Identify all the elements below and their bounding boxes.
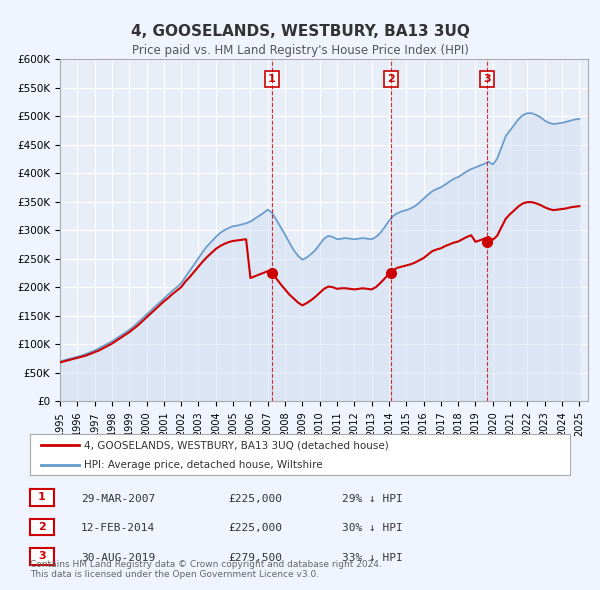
Text: 30% ↓ HPI: 30% ↓ HPI [342,523,403,533]
Text: 29-MAR-2007: 29-MAR-2007 [81,494,155,503]
Text: Contains HM Land Registry data © Crown copyright and database right 2024.
This d: Contains HM Land Registry data © Crown c… [30,560,382,579]
Text: 30-AUG-2019: 30-AUG-2019 [81,553,155,562]
Text: 1: 1 [268,74,276,84]
Text: £279,500: £279,500 [228,553,282,562]
Text: 3: 3 [38,552,46,561]
Text: 12-FEB-2014: 12-FEB-2014 [81,523,155,533]
Text: Price paid vs. HM Land Registry's House Price Index (HPI): Price paid vs. HM Land Registry's House … [131,44,469,57]
Text: 2: 2 [387,74,395,84]
Text: 1: 1 [38,493,46,502]
Text: 4, GOOSELANDS, WESTBURY, BA13 3UQ: 4, GOOSELANDS, WESTBURY, BA13 3UQ [131,24,469,38]
Text: HPI: Average price, detached house, Wiltshire: HPI: Average price, detached house, Wilt… [84,460,323,470]
Text: £225,000: £225,000 [228,494,282,503]
Text: 2: 2 [38,522,46,532]
Text: 29% ↓ HPI: 29% ↓ HPI [342,494,403,503]
Text: 4, GOOSELANDS, WESTBURY, BA13 3UQ (detached house): 4, GOOSELANDS, WESTBURY, BA13 3UQ (detac… [84,440,389,450]
Text: 33% ↓ HPI: 33% ↓ HPI [342,553,403,562]
Text: £225,000: £225,000 [228,523,282,533]
Text: 3: 3 [483,74,491,84]
